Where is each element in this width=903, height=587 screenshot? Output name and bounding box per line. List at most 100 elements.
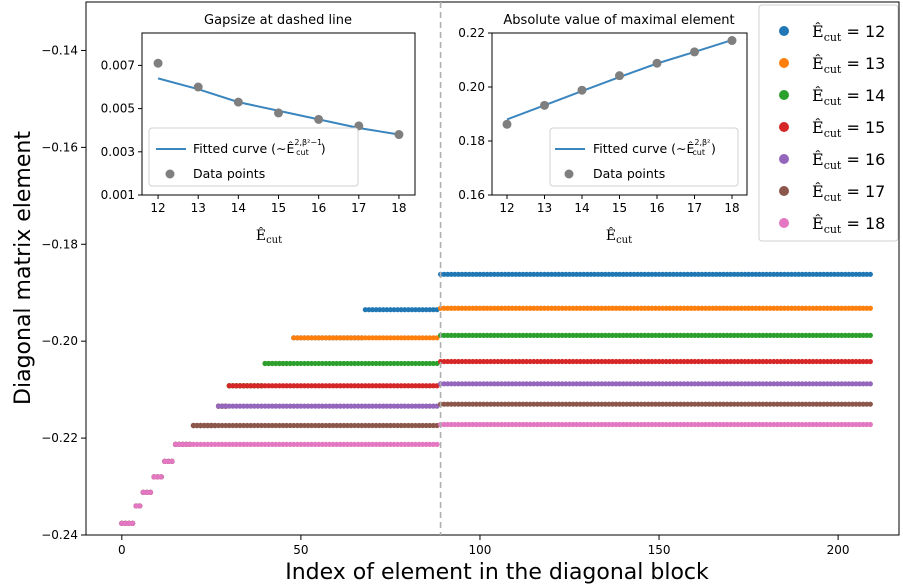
data-point (441, 358, 447, 365)
data-point (699, 421, 705, 428)
legend-label: Êcut = 17 (812, 181, 885, 204)
data-point (767, 381, 773, 387)
data-point (742, 271, 748, 277)
data-point (412, 360, 419, 367)
data-point (660, 271, 666, 277)
data-point (477, 421, 483, 428)
data-point (369, 403, 376, 409)
data-point (445, 381, 451, 387)
data-point (437, 358, 444, 365)
data-point (394, 130, 404, 140)
data-point (538, 305, 544, 311)
data-point (803, 381, 809, 387)
data-point (484, 401, 490, 407)
data-point (509, 381, 515, 387)
data-point (638, 381, 644, 387)
data-point (760, 401, 766, 407)
data-point (455, 358, 462, 365)
data-point (427, 403, 433, 409)
data-point (778, 381, 784, 387)
data-point (491, 401, 497, 407)
data-point (523, 305, 530, 311)
data-point (294, 422, 300, 429)
data-point (559, 305, 565, 311)
data-point (692, 421, 698, 428)
data-point (362, 441, 368, 447)
data-point (366, 307, 372, 313)
data-point (269, 441, 275, 447)
data-point (853, 305, 859, 311)
data-point (523, 381, 530, 387)
data-point (420, 307, 426, 313)
inset-x-tick-label: 13 (191, 201, 206, 215)
data-point (810, 381, 816, 387)
data-point (638, 271, 644, 277)
data-point (266, 441, 272, 447)
data-point (681, 401, 687, 407)
data-point (556, 332, 562, 338)
inset-max-x-label: Êcut (606, 226, 632, 246)
data-point (760, 381, 766, 387)
data-point (466, 271, 472, 277)
data-point (362, 360, 368, 367)
data-point (810, 271, 816, 277)
data-point (842, 381, 848, 387)
data-point (613, 401, 619, 407)
data-point (534, 381, 540, 387)
data-point (373, 383, 379, 389)
data-point (455, 271, 462, 277)
legend-marker (779, 154, 789, 164)
legend-marker (779, 122, 789, 132)
data-point (301, 383, 308, 389)
data-point (366, 383, 372, 389)
inset-y-tick-label: 0.007 (101, 58, 135, 72)
data-point (599, 305, 605, 311)
data-point (710, 305, 716, 311)
data-point (839, 381, 845, 387)
data-point (674, 358, 680, 365)
data-point (140, 489, 146, 495)
data-point (219, 441, 225, 447)
data-point (563, 305, 569, 311)
data-point (828, 401, 834, 407)
data-point (352, 335, 358, 341)
data-point (814, 421, 820, 428)
data-point (248, 383, 254, 389)
data-point (710, 332, 716, 338)
data-point (556, 271, 562, 277)
data-point (645, 305, 651, 311)
data-point (430, 335, 437, 341)
data-point (731, 358, 737, 365)
svg-text:Data points: Data points (593, 166, 665, 181)
data-point (749, 401, 755, 407)
data-point (624, 381, 630, 387)
data-point (796, 305, 802, 311)
data-point (760, 421, 766, 428)
data-point (391, 360, 397, 367)
data-point (377, 383, 383, 389)
data-point (634, 305, 641, 311)
data-point (713, 271, 719, 277)
data-point (817, 332, 823, 338)
data-point (169, 458, 175, 464)
data-point (484, 421, 490, 428)
data-point (620, 332, 626, 338)
data-point (685, 358, 691, 365)
data-point (129, 520, 136, 526)
data-point (470, 401, 476, 407)
data-point (627, 421, 633, 428)
data-point (559, 421, 565, 428)
inset-y-tick-label: 0.005 (101, 102, 135, 116)
data-point (631, 381, 637, 387)
data-point (814, 271, 820, 277)
data-point (534, 332, 540, 338)
data-point (839, 421, 845, 428)
data-point (602, 332, 608, 338)
data-point (767, 305, 773, 311)
data-point (588, 401, 594, 407)
data-point (692, 332, 698, 338)
data-point (158, 474, 164, 480)
data-point (674, 305, 680, 311)
data-point (731, 271, 737, 277)
data-point (742, 381, 748, 387)
